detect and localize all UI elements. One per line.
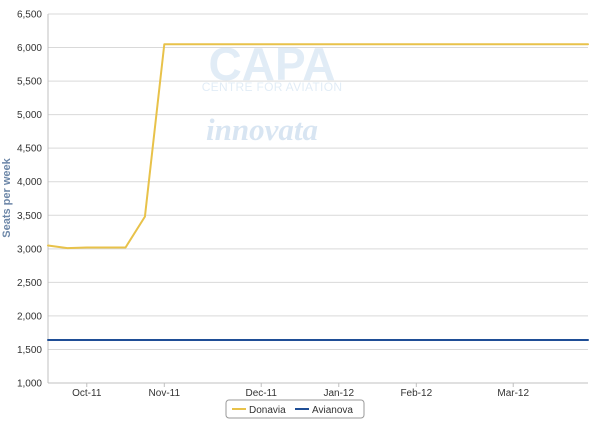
x-tick-label: Mar-12 (497, 388, 529, 399)
watermark-layer: CAPA CENTRE FOR AVIATION innovata (202, 38, 343, 147)
y-tick-label: 3,000 (17, 244, 42, 255)
legend-label-avianova: Avianova (312, 405, 353, 416)
innovata-logo-watermark: innovata (206, 112, 318, 147)
y-tick-label: 2,000 (17, 311, 42, 322)
capa-logo-watermark: CAPA (209, 38, 336, 90)
x-tick-label: Oct-11 (72, 388, 102, 399)
grid-layer (48, 13, 588, 350)
y-tick-label: 1,000 (17, 379, 42, 390)
legend-label-donavia: Donavia (249, 405, 286, 416)
y-tick-label: 4,000 (17, 177, 42, 188)
y-tick-label: 1,500 (17, 345, 42, 356)
series-layer (47, 43, 589, 342)
legend: Donavia Avianova (225, 399, 365, 419)
x-tick-label: Jan-12 (323, 388, 354, 399)
y-axis-title: Seats per week (1, 157, 13, 237)
y-tick-label: 4,500 (17, 144, 42, 155)
y-tick-label: 2,500 (17, 278, 42, 289)
y-tick-label: 5,500 (17, 77, 42, 88)
x-tick-label: Feb-12 (400, 388, 432, 399)
y-tick-label: 6,000 (17, 43, 42, 54)
axis-layer: 1,000 1,500 2,000 2,500 3,000 3,500 4,000 4,500… (17, 10, 588, 399)
x-tick-label: Nov-11 (149, 388, 181, 399)
y-tick-label: 3,500 (17, 211, 42, 222)
y-tick-label: 5,000 (17, 110, 42, 121)
y-tick-label: 6,500 (17, 10, 42, 21)
x-tick-label: Dec-11 (245, 388, 277, 399)
capa-subtitle-watermark: CENTRE FOR AVIATION (202, 80, 343, 94)
series-line-donavia (47, 43, 589, 250)
